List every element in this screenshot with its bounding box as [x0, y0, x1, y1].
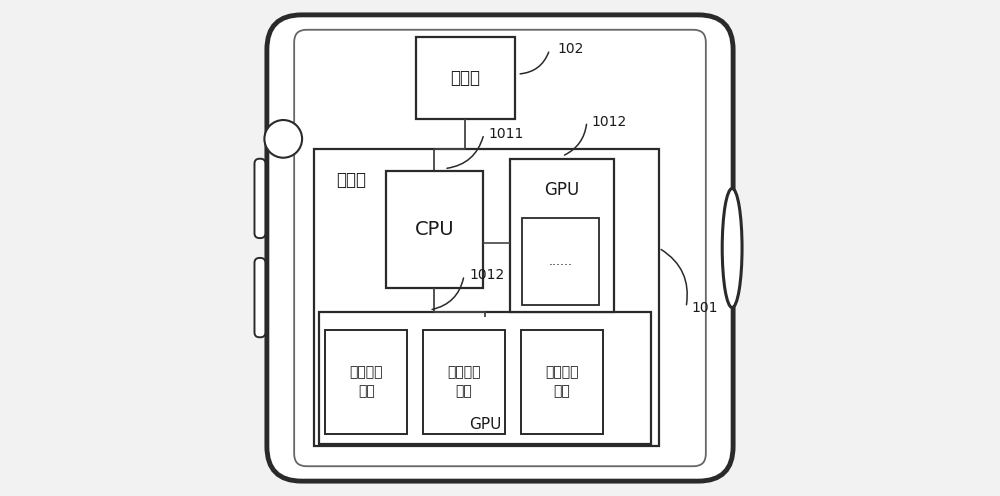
Text: 1012: 1012 — [469, 268, 504, 282]
FancyBboxPatch shape — [294, 30, 706, 466]
Text: ......: ...... — [549, 255, 573, 268]
Text: 处理器: 处理器 — [336, 171, 366, 189]
Bar — [319, 312, 651, 444]
Text: GPU: GPU — [544, 181, 580, 199]
Bar — [386, 171, 483, 288]
Text: CPU: CPU — [414, 220, 454, 239]
Text: 第一处理
单元: 第一处理 单元 — [350, 365, 383, 399]
Text: GPU: GPU — [469, 417, 501, 432]
Bar — [522, 218, 599, 305]
FancyBboxPatch shape — [267, 15, 733, 481]
Text: 101: 101 — [691, 301, 717, 314]
Text: 102: 102 — [557, 43, 583, 57]
Bar — [510, 159, 614, 312]
Bar — [416, 37, 515, 119]
Text: 1011: 1011 — [489, 127, 524, 141]
Text: 1012: 1012 — [592, 115, 627, 128]
Ellipse shape — [722, 188, 742, 308]
FancyBboxPatch shape — [254, 159, 265, 238]
Circle shape — [264, 120, 302, 158]
FancyBboxPatch shape — [254, 258, 265, 337]
Text: 第二处理
单元: 第二处理 单元 — [447, 365, 481, 399]
Bar — [423, 330, 505, 434]
Text: 存储器: 存储器 — [450, 69, 480, 87]
Text: 第三处理
单元: 第三处理 单元 — [545, 365, 579, 399]
Bar — [521, 330, 603, 434]
Bar — [325, 330, 407, 434]
Bar — [314, 149, 659, 446]
